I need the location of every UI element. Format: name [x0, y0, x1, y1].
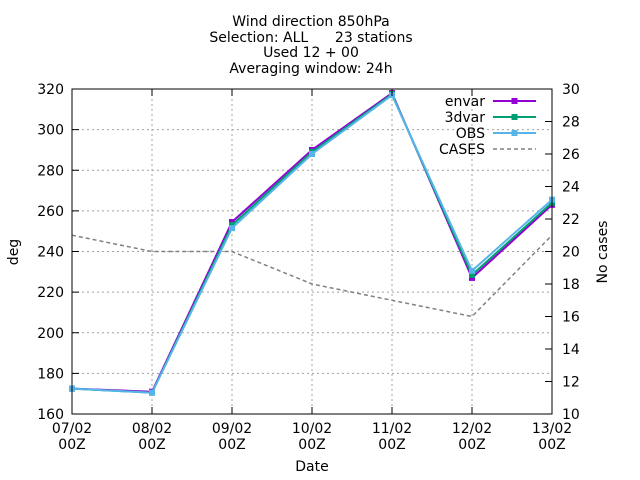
- x-axis-label: Date: [295, 459, 328, 475]
- x-tick-label-time: 00Z: [458, 437, 485, 453]
- y2-tick-label: 18: [562, 277, 580, 293]
- x-tick-label-date: 11/02: [372, 421, 412, 437]
- x-tick-label-date: 09/02: [212, 421, 252, 437]
- y2-axis-label: No cases: [595, 221, 611, 284]
- y2-tick-label: 16: [562, 310, 580, 326]
- legend-marker-3dvar: [511, 114, 518, 120]
- data-point-obs: [309, 151, 315, 157]
- series-layer: [69, 90, 555, 396]
- x-tick-label-time: 00Z: [298, 437, 325, 453]
- x-tick-label-date: 08/02: [132, 421, 172, 437]
- x-tick-label-time: 00Z: [538, 437, 565, 453]
- y2-tick-label: 14: [562, 342, 580, 358]
- y2-tick-label: 10: [562, 407, 580, 423]
- x-tick-label-time: 00Z: [218, 437, 245, 453]
- legend-label-3dvar: 3dvar: [445, 110, 486, 126]
- series-line-cases: [71, 234, 553, 318]
- data-point-obs: [149, 389, 155, 396]
- y-tick-label: 200: [37, 326, 64, 342]
- title-line-3: Used 12 + 00: [263, 45, 359, 61]
- y-tick-label: 280: [37, 163, 64, 179]
- title-line-2: Selection: ALL 23 stations: [209, 30, 412, 46]
- y2-tick-label: 12: [562, 375, 580, 391]
- x-tick-label-date: 07/02: [52, 421, 92, 437]
- y2-tick-label: 28: [562, 115, 580, 131]
- y2-tick-label: 30: [562, 82, 580, 98]
- y-tick-label: 300: [37, 123, 64, 139]
- y-axis-label: deg: [6, 239, 22, 265]
- y2-tick-label: 22: [562, 212, 580, 228]
- y2-tick-label: 24: [562, 180, 580, 196]
- y-tick-label: 320: [37, 82, 64, 98]
- y-tick-label: 220: [37, 285, 64, 301]
- legend-marker-envar: [511, 98, 518, 104]
- legend-label-obs: OBS: [456, 126, 485, 142]
- y-axis: 160 180 200 220 240 260 280 300 320: [37, 82, 79, 423]
- chart-title: Wind direction 850hPa Selection: ALL 23 …: [209, 14, 412, 77]
- y-tick-label: 160: [37, 407, 64, 423]
- grid-lines: [72, 89, 552, 414]
- y2-tick-label: 20: [562, 245, 580, 261]
- x-axis: 07/0200Z08/0200Z09/0200Z10/0200Z11/0200Z…: [52, 89, 572, 453]
- y2-axis: 10 12 14 16 18 20 22 24 26 28 30: [545, 82, 580, 423]
- legend-marker-obs: [511, 130, 518, 136]
- x-tick-label-time: 00Z: [58, 437, 85, 453]
- title-line-1: Wind direction 850hPa: [232, 14, 389, 30]
- x-tick-label-time: 00Z: [138, 437, 165, 453]
- y-tick-label: 180: [37, 366, 64, 382]
- data-point-envar: [469, 274, 475, 281]
- x-tick-label-time: 00Z: [378, 437, 405, 453]
- legend-label-envar: envar: [445, 94, 485, 110]
- y2-tick-label: 26: [562, 147, 580, 163]
- data-point-3dvar: [229, 222, 235, 229]
- y-tick-label: 240: [37, 245, 64, 261]
- legend-label-cases: CASES: [439, 142, 485, 158]
- x-tick-label-date: 10/02: [292, 421, 332, 437]
- title-line-4: Averaging window: 24h: [229, 61, 392, 77]
- data-point-3dvar: [469, 271, 475, 278]
- x-tick-label-date: 12/02: [452, 421, 492, 437]
- data-point-obs: [229, 225, 235, 232]
- data-point-obs: [469, 267, 475, 274]
- data-point-envar: [229, 219, 235, 226]
- x-tick-label-date: 13/02: [532, 421, 572, 437]
- y-tick-label: 260: [37, 204, 64, 220]
